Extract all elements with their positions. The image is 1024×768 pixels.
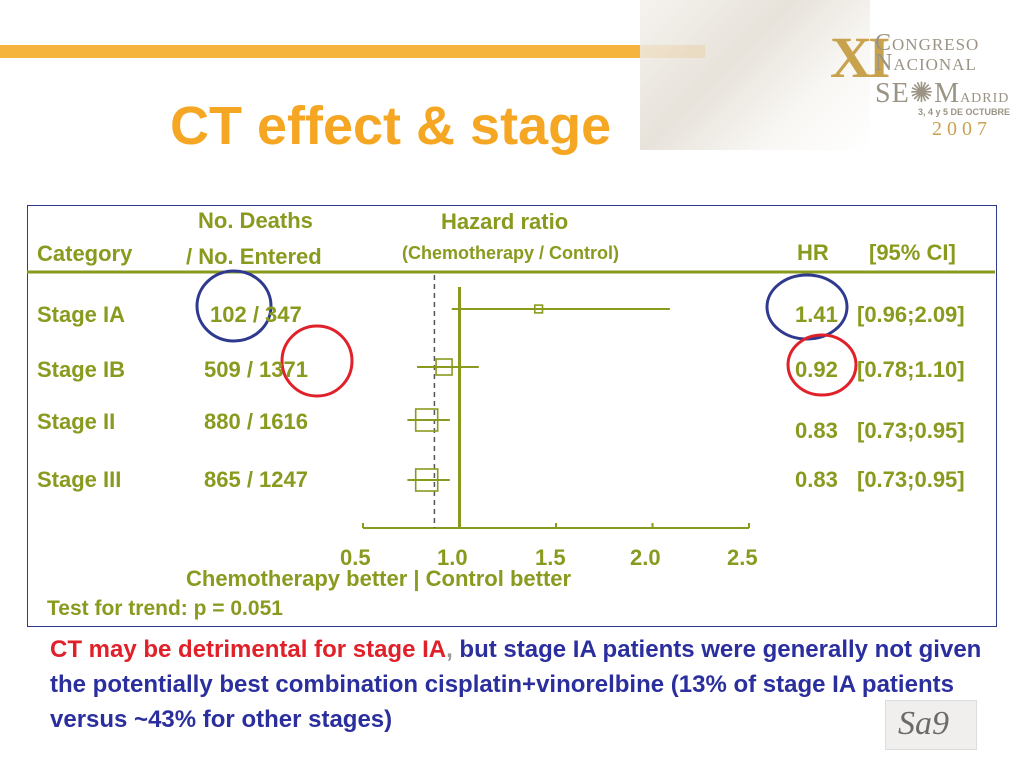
header-ci: [95% CI] <box>869 240 956 265</box>
row-label: Stage IA <box>37 302 126 327</box>
forest-plot <box>27 269 995 529</box>
x-tick-label: 2.0 <box>630 545 661 570</box>
trend-test: Test for trend: p = 0.051 <box>47 597 283 620</box>
hr-marker <box>414 408 439 432</box>
row-label: Stage II <box>37 409 116 434</box>
row-deaths: 102 / 347 <box>210 302 302 327</box>
header-deaths-line1: No. Deaths <box>198 208 313 233</box>
row-deaths: 880 / 1616 <box>204 409 308 434</box>
x-tick-label: 0.5 <box>340 545 371 570</box>
header-category: Category <box>37 241 133 266</box>
logo-roman-numeral: XI <box>830 25 891 90</box>
red-circle-annotation <box>280 324 354 398</box>
hr-marker <box>533 304 544 314</box>
row-hr: 0.83 <box>795 467 838 492</box>
logo-star-icon: ✺ <box>909 78 935 109</box>
note-blue-text: but stage IA patients were generally not… <box>50 636 982 733</box>
row-ci: [0.78;1.10] <box>857 357 965 382</box>
note-comma: , <box>446 636 453 663</box>
logo-dates: 3, 4 y 5 DE OCTUBRE <box>918 107 1011 117</box>
header-hr-title: Hazard ratio <box>441 209 569 234</box>
row-hr: 0.83 <box>795 418 838 443</box>
header-deaths-line2: / No. Entered <box>186 244 322 269</box>
row-deaths: 509 / 1371 <box>204 357 308 382</box>
note-red-text: CT may be detrimental for stage IA <box>50 636 447 663</box>
forest-plot-frame <box>27 205 997 627</box>
row-ci: [0.73;0.95] <box>857 467 965 492</box>
x-tick-label: 1.5 <box>535 545 566 570</box>
logo-congress-name: CONGRESO NACIONAL <box>875 30 980 76</box>
logo-seom: SE✺MADRID <box>875 78 1010 109</box>
blue-circle-annotation <box>195 269 273 343</box>
row-ci: [0.73;0.95] <box>857 418 965 443</box>
logo-year: 2007 <box>932 118 992 140</box>
header-hr: HR <box>797 240 829 265</box>
corner-logo: Sa9 <box>885 700 977 750</box>
x-tick-label: 2.5 <box>727 545 758 570</box>
slide-title: CT effect & stage <box>170 96 612 156</box>
slide-note: CT may be detrimental for stage IA, but … <box>50 632 990 737</box>
hr-marker <box>435 358 453 376</box>
row-hr: 1.41 <box>795 302 838 327</box>
red-circle-annotation <box>786 333 858 397</box>
x-axis-label: Chemotherapy better | Control better <box>186 566 572 591</box>
row-label: Stage IB <box>37 357 126 382</box>
congress-logo: XI CONGRESO NACIONAL SE✺MADRID 3, 4 y 5 … <box>820 20 1020 150</box>
header-photo <box>640 0 870 150</box>
row-deaths: 865 / 1247 <box>204 467 308 492</box>
header-hr-subtitle: (Chemotherapy / Control) <box>402 243 620 263</box>
corner-logo-mark: Sa9 <box>898 705 949 742</box>
row-hr: 0.92 <box>795 357 838 382</box>
row-ci: [0.96;2.09] <box>857 302 965 327</box>
top-accent-bar <box>0 45 705 58</box>
row-label: Stage III <box>37 467 122 492</box>
x-tick-label: 1.0 <box>437 545 468 570</box>
hr-marker <box>414 468 439 492</box>
